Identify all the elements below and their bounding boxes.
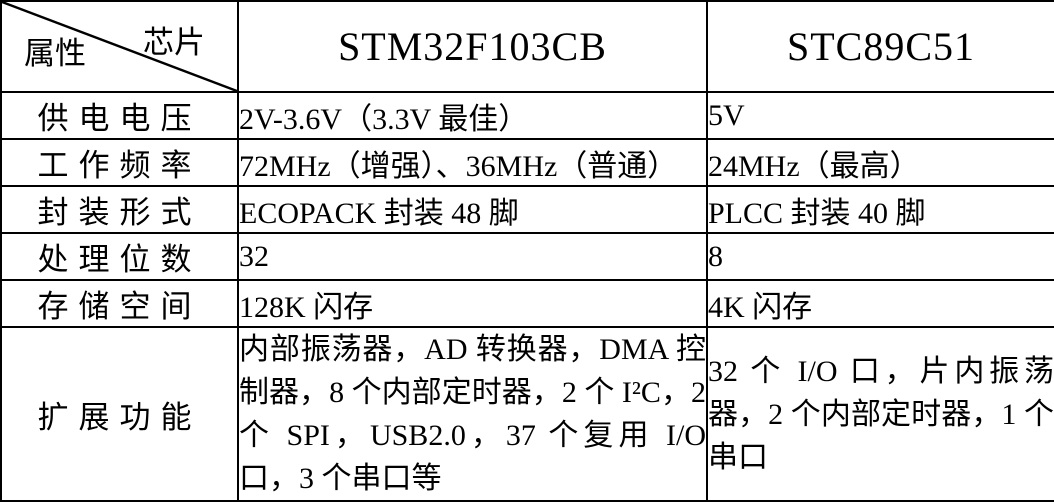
stm32-value-cell: ECOPACK 封装 48 脚 — [237, 185, 708, 234]
stc89-value-cell: 32 个 I/O 口，片内振荡器，2 个内部定时器，1 个串口 — [706, 326, 1054, 502]
stc89-value-cell: 8 — [706, 232, 1054, 281]
corner-labels: 属性 芯片 — [3, 3, 236, 90]
row-label-cell: 扩展功能 — [0, 326, 239, 502]
diagonal-divider-line — [3, 3, 236, 90]
table-row-supply-voltage: 供电电压 2V-3.6V（3.3V 最佳） 5V — [0, 91, 1054, 140]
corner-chip-label: 芯片 — [143, 25, 205, 60]
stc89-value-cell: 24MHz（最高） — [706, 138, 1054, 187]
table-row-work-frequency: 工作频率 72MHz（增强）、36MHz（普通） 24MHz（最高） — [0, 138, 1054, 187]
table-row-package-type: 封装形式 ECOPACK 封装 48 脚 PLCC 封装 40 脚 — [0, 185, 1054, 234]
corner-cell: 属性 芯片 — [0, 0, 239, 93]
stc89-value-cell: 4K 闪存 — [706, 279, 1054, 328]
stm32-value-cell: 32 — [237, 232, 708, 281]
row-label-cell: 封装形式 — [0, 185, 239, 234]
header-row: 属性 芯片 STM32F103CB STC89C51 — [0, 0, 1054, 93]
row-label-cell: 存储空间 — [0, 279, 239, 328]
column-header-stc89: STC89C51 — [706, 0, 1054, 93]
stm32-value-cell: 128K 闪存 — [237, 279, 708, 328]
stm32-value-cell: 72MHz（增强）、36MHz（普通） — [237, 138, 708, 187]
row-label-cell: 供电电压 — [0, 91, 239, 140]
column-header-stm32: STM32F103CB — [237, 0, 708, 93]
stc89-value-cell: PLCC 封装 40 脚 — [706, 185, 1054, 234]
table-row-storage-space: 存储空间 128K 闪存 4K 闪存 — [0, 279, 1054, 328]
row-label-cell: 处理位数 — [0, 232, 239, 281]
table-row-processing-bits: 处理位数 32 8 — [0, 232, 1054, 281]
row-label-cell: 工作频率 — [0, 138, 239, 187]
stm32-value-cell: 内部振荡器，AD 转换器，DMA 控制器，8 个内部定时器，2 个 I²C，2 … — [237, 326, 708, 502]
stc89-value-cell: 5V — [706, 91, 1054, 140]
stm32-value-cell: 2V-3.6V（3.3V 最佳） — [237, 91, 708, 140]
corner-attribute-label: 属性 — [24, 36, 86, 71]
table-row-extended-functions: 扩展功能 内部振荡器，AD 转换器，DMA 控制器，8 个内部定时器，2 个 I… — [0, 326, 1054, 502]
